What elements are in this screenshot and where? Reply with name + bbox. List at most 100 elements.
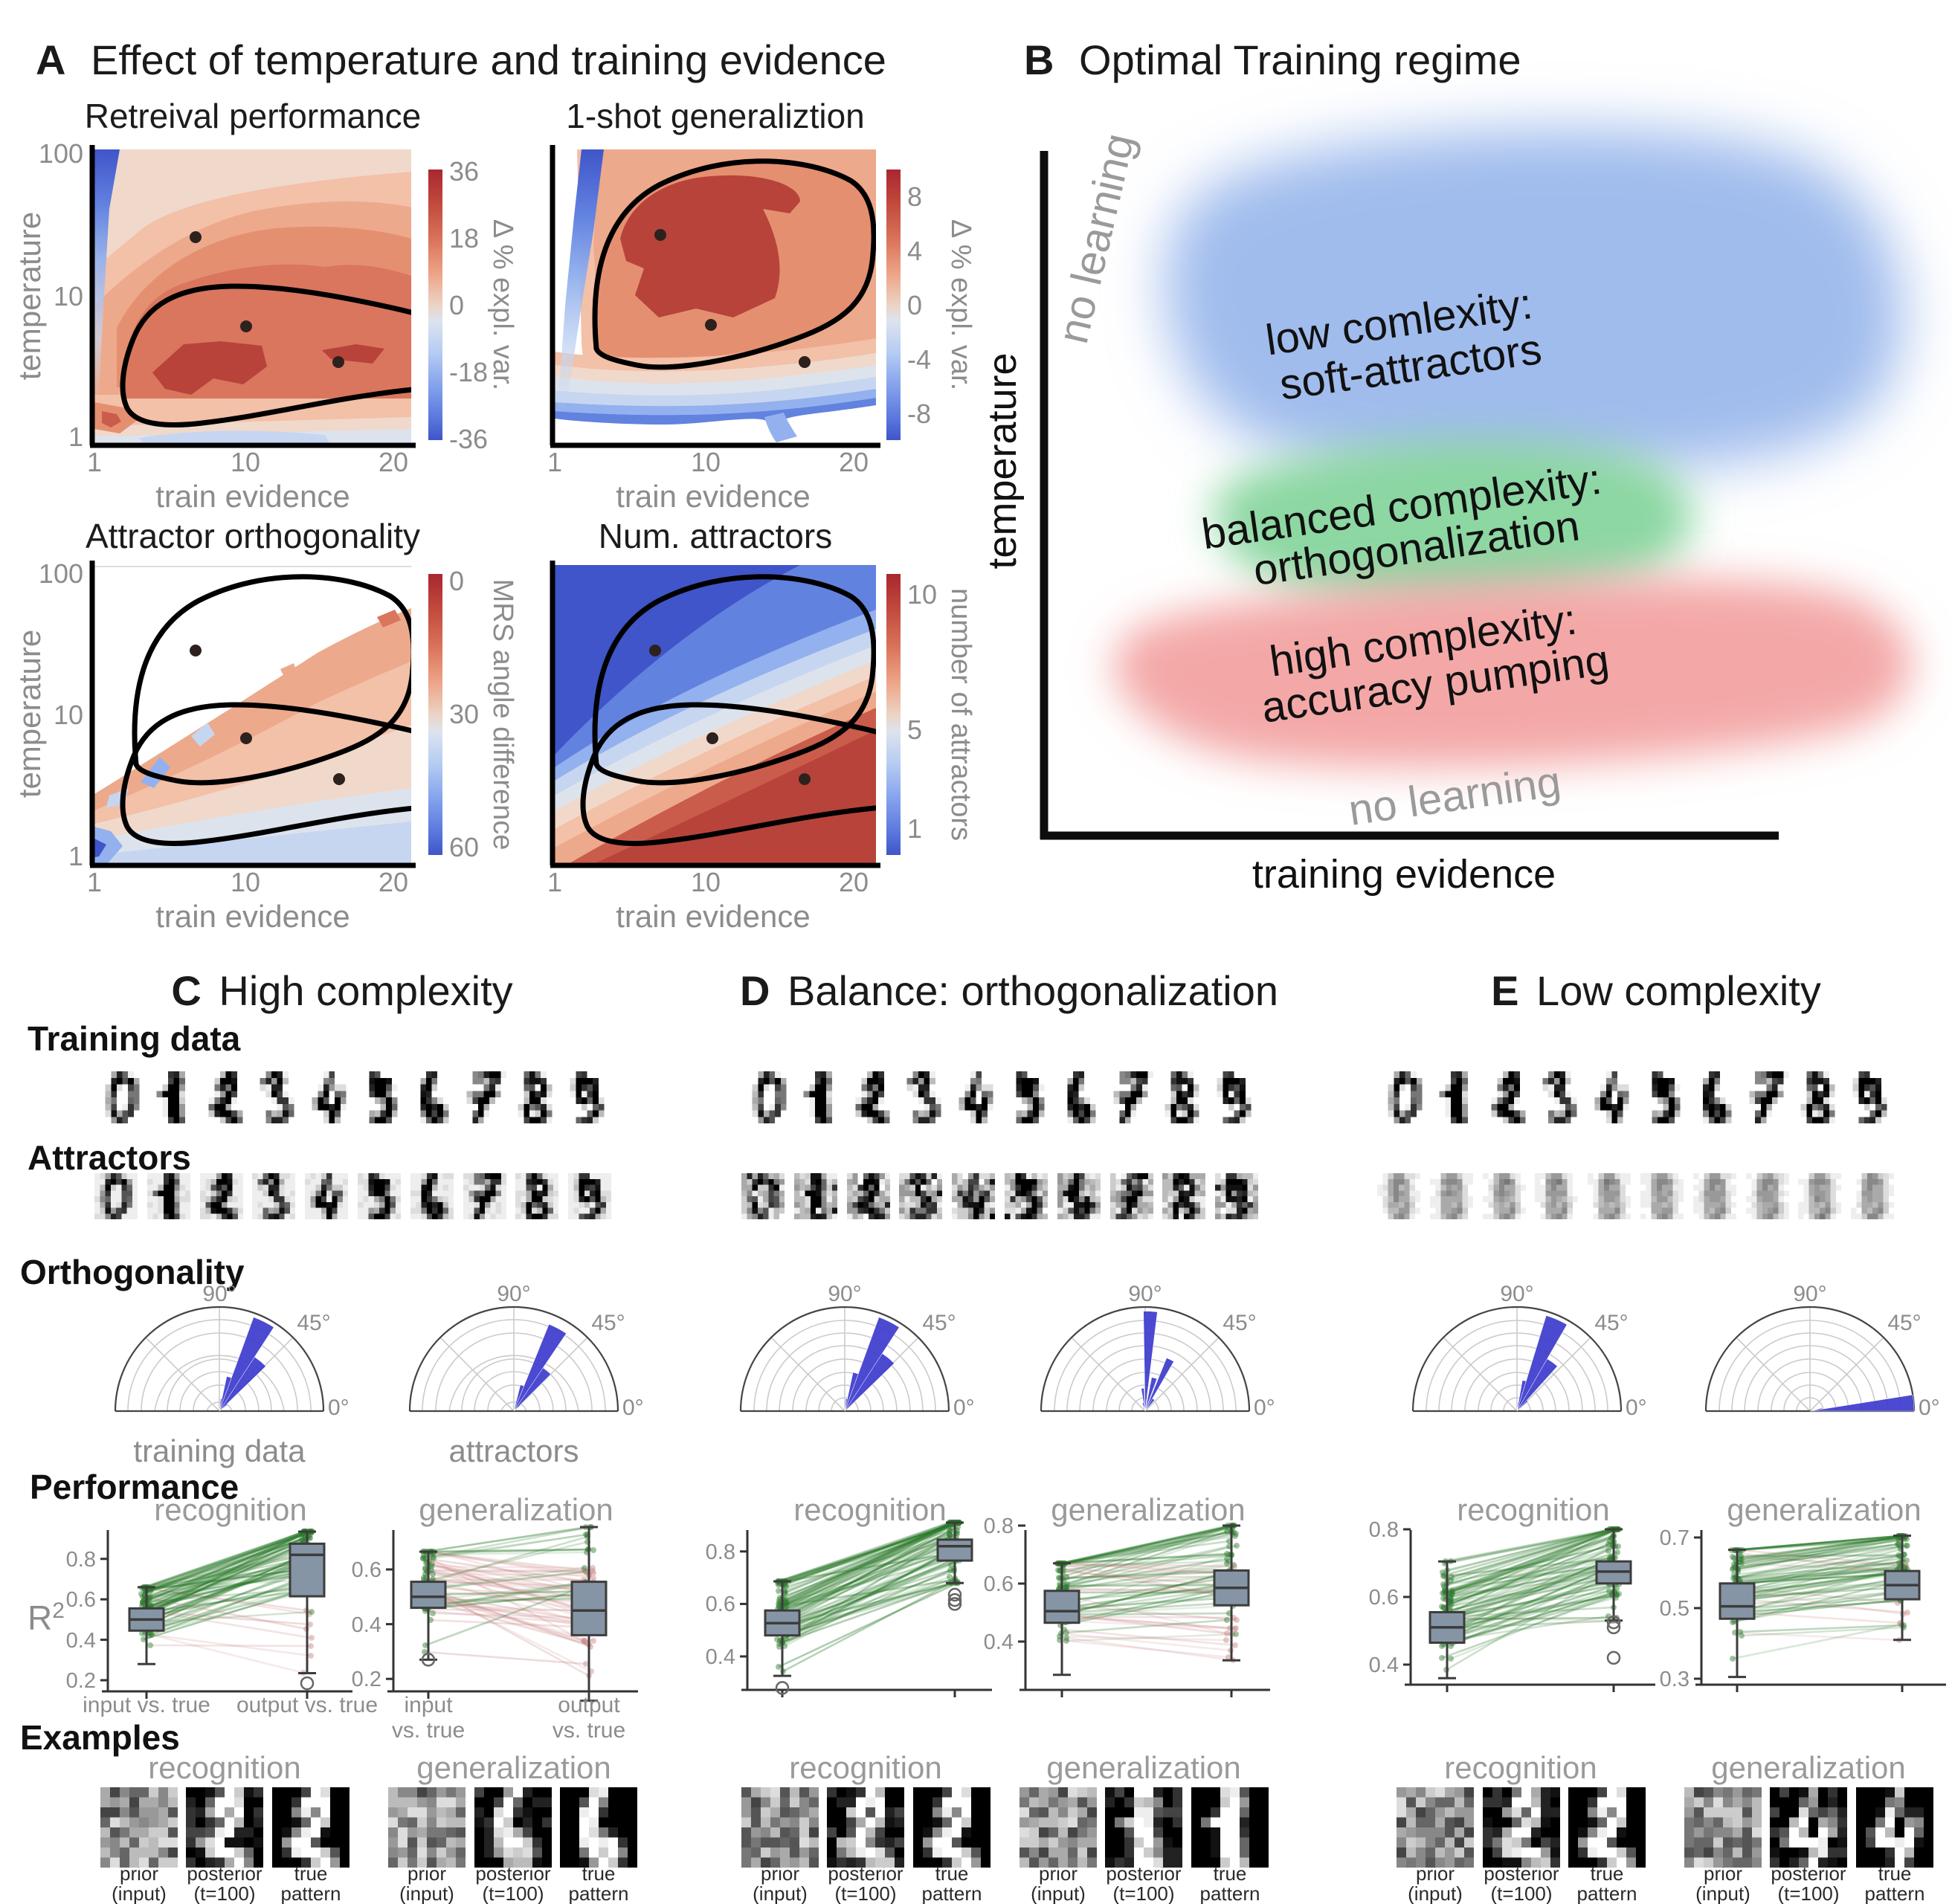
svg-text:recognition: recognition (154, 1492, 306, 1527)
svg-text:train evidence: train evidence (155, 479, 350, 514)
svg-text:generalization: generalization (416, 1750, 611, 1785)
svg-text:100: 100 (39, 138, 83, 169)
svg-text:0°: 0° (328, 1395, 350, 1420)
svg-text:D Balance: orthogonalization: D Balance: orthogonalization (740, 967, 1278, 1014)
svg-text:attractors: attractors (448, 1433, 579, 1468)
svg-text:recognition: recognition (148, 1750, 300, 1785)
svg-text:-18: -18 (449, 357, 488, 387)
svg-text:36: 36 (449, 156, 479, 187)
svg-text:0.2: 0.2 (66, 1669, 96, 1693)
svg-text:20: 20 (839, 447, 869, 477)
svg-text:90°: 90° (497, 1282, 530, 1306)
svg-text:number of attractors: number of attractors (945, 588, 976, 841)
svg-text:Retreival performance: Retreival performance (85, 97, 422, 135)
svg-text:0.8: 0.8 (706, 1540, 735, 1564)
svg-text:(input): (input) (1695, 1882, 1750, 1904)
svg-text:0.8: 0.8 (1369, 1518, 1399, 1542)
svg-text:20: 20 (379, 447, 408, 477)
svg-text:temperature: temperature (980, 352, 1025, 569)
svg-text:Examples: Examples (20, 1718, 180, 1757)
svg-text:0.4: 0.4 (984, 1630, 1014, 1654)
svg-text:0.8: 0.8 (984, 1514, 1014, 1538)
svg-text:0.4: 0.4 (1369, 1653, 1399, 1677)
svg-text:recognition: recognition (789, 1750, 941, 1785)
svg-text:generalization: generalization (419, 1492, 613, 1527)
svg-text:1: 1 (68, 841, 83, 871)
svg-text:train evidence: train evidence (616, 899, 811, 934)
svg-text:pattern: pattern (569, 1882, 629, 1904)
svg-text:pattern: pattern (1577, 1882, 1637, 1904)
svg-text:training data: training data (133, 1433, 306, 1468)
svg-text:1: 1 (87, 867, 102, 897)
svg-text:10: 10 (691, 447, 721, 477)
svg-text:0.2: 0.2 (352, 1668, 381, 1691)
svg-text:Attractors: Attractors (28, 1138, 191, 1177)
svg-text:(t=100): (t=100) (834, 1882, 896, 1904)
svg-text:Training data: Training data (28, 1019, 241, 1058)
svg-text:temperature: temperature (12, 212, 47, 380)
svg-text:(t=100): (t=100) (1490, 1882, 1552, 1904)
svg-text:0: 0 (449, 290, 464, 320)
svg-text:8: 8 (907, 181, 922, 212)
svg-text:input vs. true: input vs. true (83, 1693, 210, 1717)
svg-text:0.6: 0.6 (984, 1572, 1014, 1596)
svg-text:Δ % expl. var.: Δ % expl. var. (945, 219, 976, 390)
svg-text:0.6: 0.6 (352, 1558, 381, 1582)
svg-text:B Optimal Training regime: B Optimal Training regime (1024, 36, 1521, 83)
svg-text:training evidence: training evidence (1252, 852, 1556, 897)
svg-text:(input): (input) (1031, 1882, 1086, 1904)
svg-text:1: 1 (907, 813, 922, 844)
svg-text:(input): (input) (753, 1882, 808, 1904)
svg-text:(t=100): (t=100) (193, 1882, 255, 1904)
svg-text:pattern: pattern (1865, 1882, 1925, 1904)
svg-text:20: 20 (379, 867, 408, 897)
svg-text:R2: R2 (28, 1598, 65, 1637)
svg-text:0.5: 0.5 (1660, 1597, 1690, 1621)
svg-text:1: 1 (87, 447, 102, 477)
svg-text:0.6: 0.6 (66, 1588, 96, 1612)
svg-text:0.3: 0.3 (1660, 1668, 1690, 1691)
svg-text:-4: -4 (907, 344, 931, 375)
svg-text:no learning: no learning (1049, 129, 1144, 347)
svg-text:0.7: 0.7 (1660, 1526, 1690, 1550)
svg-text:10: 10 (54, 700, 83, 730)
svg-text:1: 1 (68, 422, 83, 452)
svg-text:E Low complexity: E Low complexity (1491, 967, 1821, 1014)
svg-text:Num. attractors: Num. attractors (599, 517, 832, 555)
svg-text:90°: 90° (1500, 1282, 1533, 1306)
svg-text:0.4: 0.4 (352, 1613, 381, 1637)
svg-text:recognition: recognition (793, 1492, 946, 1527)
svg-text:5: 5 (907, 714, 922, 745)
svg-text:pattern: pattern (922, 1882, 982, 1904)
svg-text:0.6: 0.6 (1369, 1586, 1399, 1610)
svg-text:45°: 45° (922, 1311, 956, 1335)
svg-text:recognition: recognition (1444, 1750, 1597, 1785)
svg-text:10: 10 (691, 867, 721, 897)
svg-text:Performance: Performance (30, 1468, 239, 1506)
svg-text:Attractor orthogonality: Attractor orthogonality (86, 517, 420, 555)
svg-text:20: 20 (839, 867, 869, 897)
svg-text:MRS angle difference: MRS angle difference (487, 579, 518, 851)
svg-text:temperature: temperature (12, 630, 47, 798)
svg-text:90°: 90° (202, 1282, 236, 1306)
svg-text:10: 10 (231, 867, 260, 897)
svg-text:100: 100 (39, 558, 83, 589)
svg-text:(t=100): (t=100) (1112, 1882, 1174, 1904)
svg-text:generalization: generalization (1711, 1750, 1906, 1785)
svg-text:no learning: no learning (1346, 758, 1564, 835)
svg-text:30: 30 (449, 699, 479, 729)
svg-text:output vs. true: output vs. true (236, 1693, 378, 1717)
svg-text:45°: 45° (591, 1311, 625, 1335)
svg-text:45°: 45° (1223, 1311, 1256, 1335)
svg-text:0°: 0° (1626, 1395, 1647, 1420)
svg-text:vs. true: vs. true (553, 1718, 625, 1743)
svg-text:0.4: 0.4 (66, 1629, 96, 1653)
svg-text:C High complexity: C High complexity (171, 967, 512, 1014)
svg-text:Δ % expl. var.: Δ % expl. var. (487, 219, 518, 390)
svg-text:A Effect of temperature and tr: A Effect of temperature and training evi… (36, 36, 886, 83)
svg-text:Orthogonality: Orthogonality (20, 1253, 245, 1291)
svg-text:(input): (input) (1408, 1882, 1463, 1904)
svg-text:(input): (input) (112, 1882, 167, 1904)
svg-text:10: 10 (231, 447, 260, 477)
svg-text:60: 60 (449, 832, 479, 862)
